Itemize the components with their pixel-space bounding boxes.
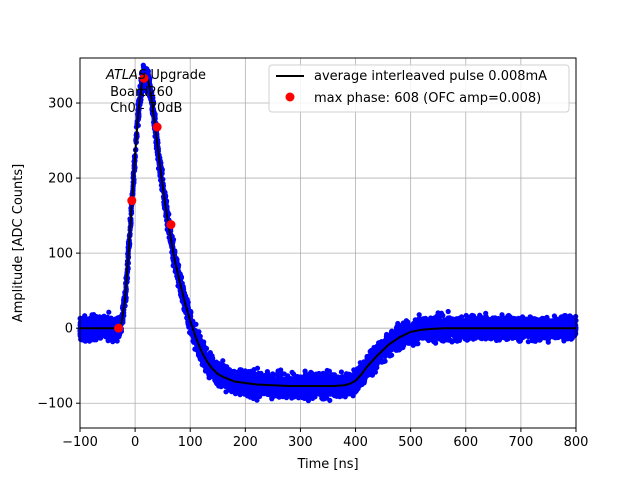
scatter-point [343,371,349,377]
scatter-point [416,312,422,318]
scatter-point [338,369,344,375]
scatter-point [256,370,262,376]
scatter-point [320,370,326,376]
scatter-point [278,367,284,373]
scatter-point [463,312,469,319]
scatter-point [445,308,451,315]
scatter-point [342,394,348,400]
scatter-point [478,335,484,341]
scatter-point [114,338,120,344]
scatter-point [483,310,489,316]
scatter-point [289,369,295,375]
scatter-point [220,358,226,364]
scatter-point [106,309,112,315]
scatter-point [499,312,505,318]
scatter-point [351,367,357,373]
scatter-point [254,365,261,371]
scatter-point [537,337,543,343]
scatter-point [238,367,244,373]
